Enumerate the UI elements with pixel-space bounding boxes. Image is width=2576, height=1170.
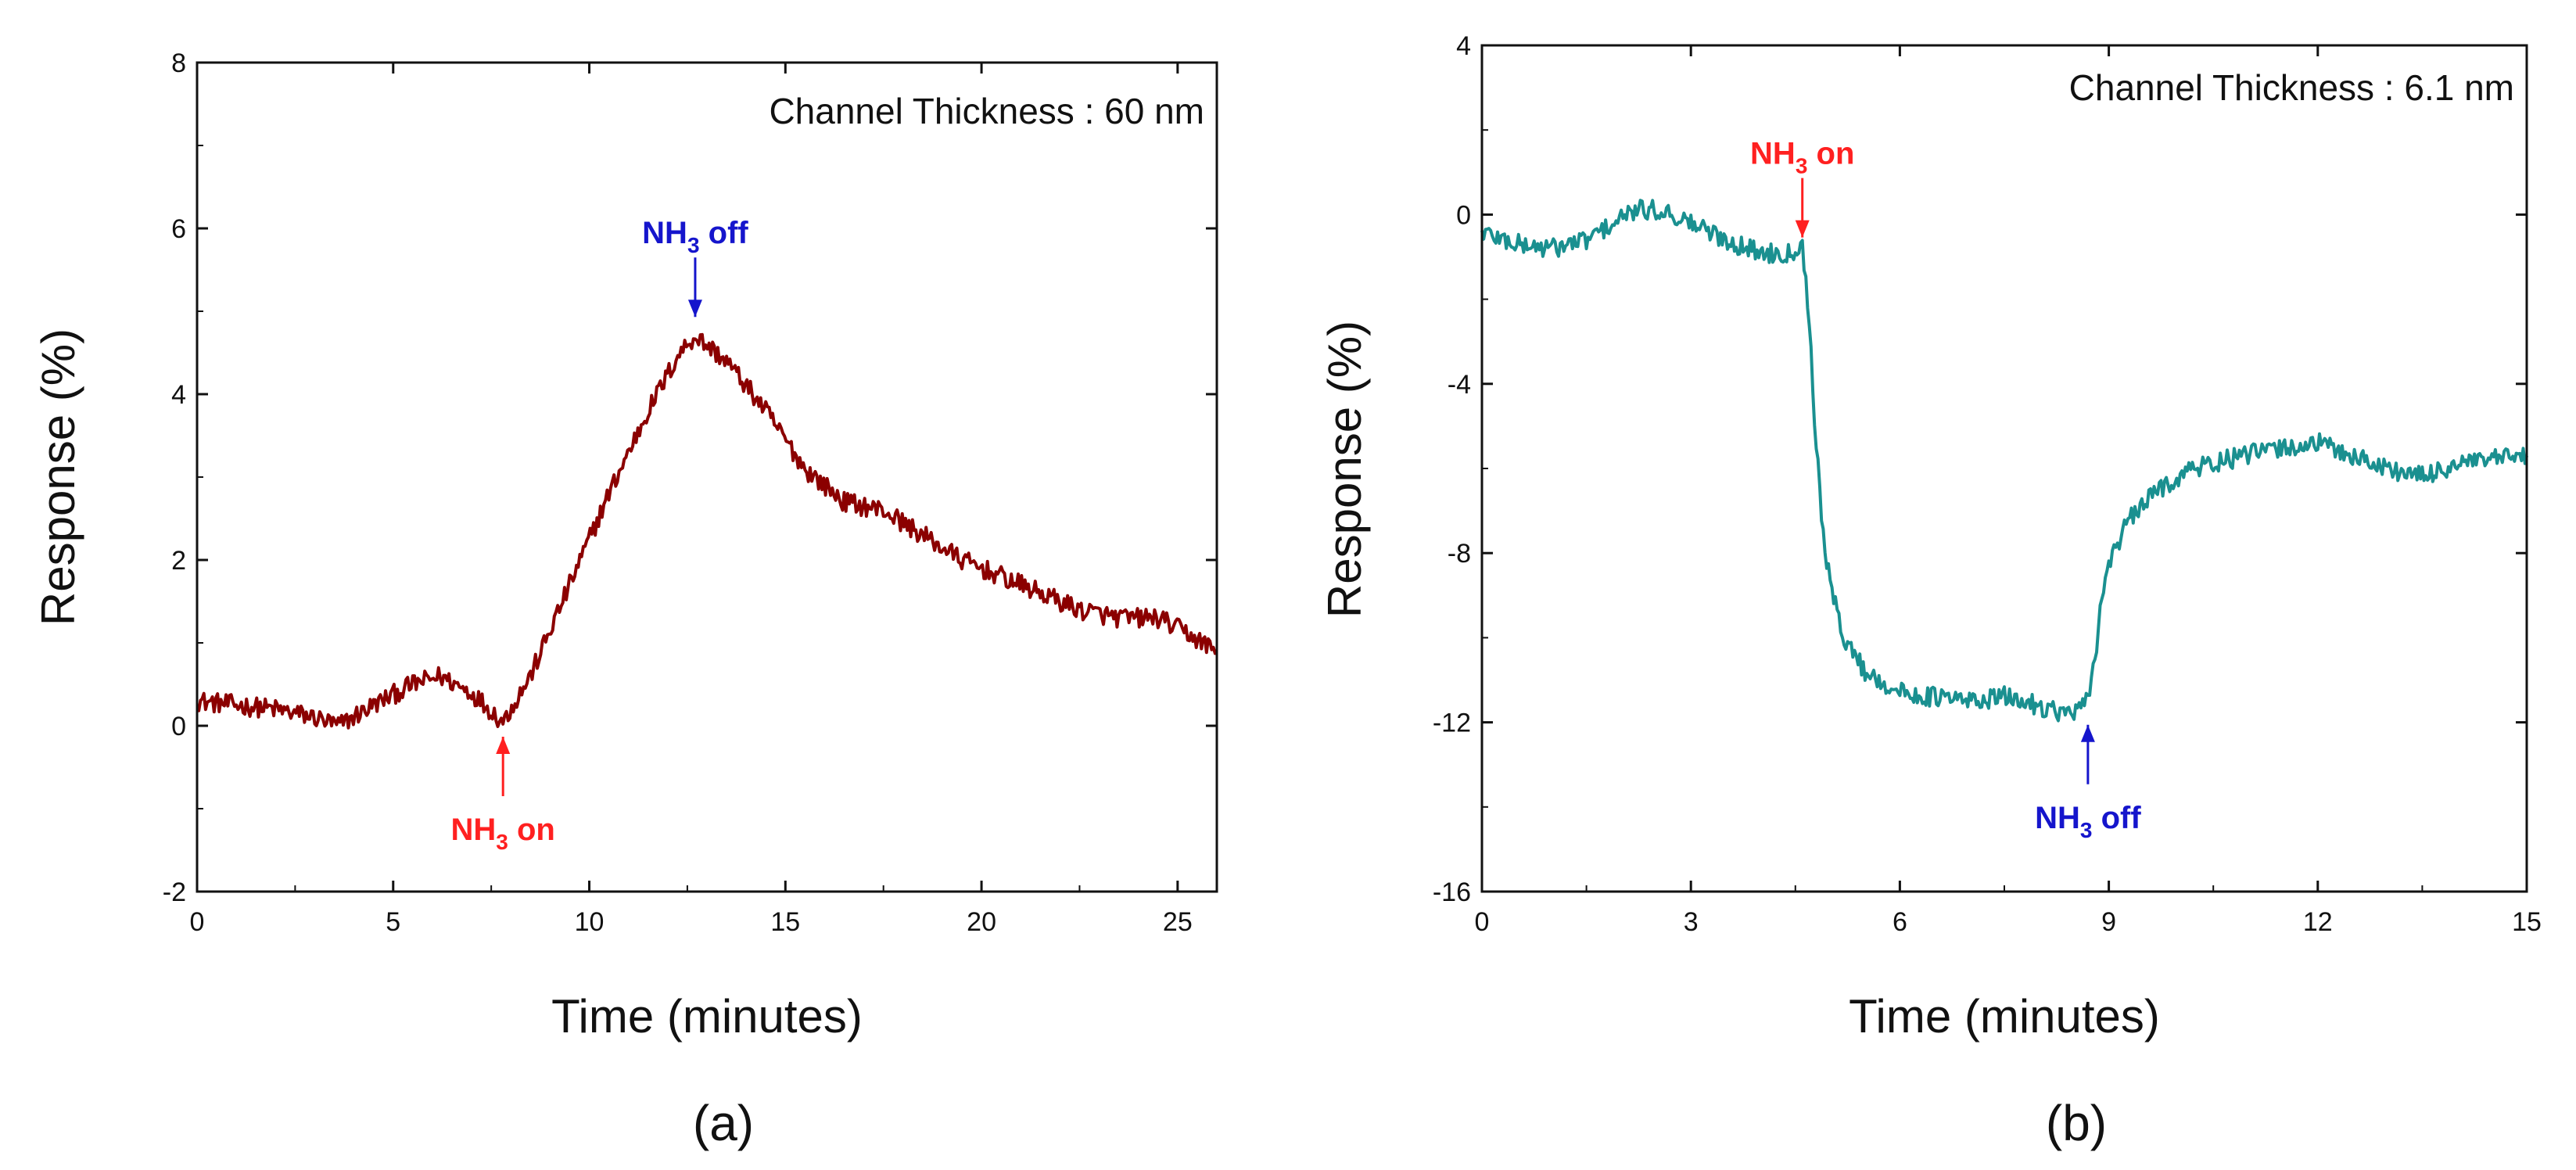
- chart-b: 0 3 6 9 12 15 -16 -12 -8 -4 0 4 Channel Thickness …: [1318, 31, 2542, 1151]
- chart-b-panel-label: (b): [2046, 1095, 2107, 1151]
- marker-label-sub: 3: [496, 830, 508, 854]
- x-tick-label: 15: [2512, 907, 2542, 937]
- marker-arrow-icon: [2080, 724, 2095, 742]
- y-tick-label: 8: [171, 48, 186, 78]
- y-tick-label: 6: [171, 214, 186, 244]
- y-tick-label: -4: [1448, 370, 1471, 400]
- marker-label: NH3 off: [642, 216, 748, 257]
- marker-label-base: NH: [2035, 801, 2080, 835]
- chart-a-x-ticks: 0 5 10 15 20 25: [190, 63, 1193, 937]
- y-tick-label: 0: [171, 712, 186, 741]
- x-tick-label: 25: [1163, 907, 1193, 937]
- chart-b-x-axis-title: Time (minutes): [1849, 990, 2160, 1043]
- marker-label-base: NH: [451, 813, 497, 847]
- x-tick-label: 0: [190, 907, 205, 937]
- x-tick-label: 0: [1475, 907, 1490, 937]
- chart-a-x-axis-title: Time (minutes): [551, 990, 863, 1043]
- x-tick-label: 6: [1893, 907, 1907, 937]
- x-tick-label: 15: [770, 907, 800, 937]
- marker-off: NH3 off: [2035, 724, 2141, 842]
- x-tick-label: 9: [2101, 907, 2116, 937]
- marker-label: NH3 on: [1750, 137, 1854, 178]
- marker-on: NH3 on: [1750, 137, 1854, 238]
- marker-arrow-icon: [496, 737, 511, 754]
- chart-a-data-line: [196, 332, 1218, 730]
- y-tick-label: -8: [1448, 539, 1471, 569]
- chart-a-annotation: Channel Thickness : 60 nm: [769, 91, 1204, 131]
- y-tick-label: 2: [171, 546, 186, 576]
- marker-label-sub: 3: [687, 233, 700, 257]
- marker-label-tail: off: [700, 216, 749, 250]
- marker-label-sub: 3: [2080, 818, 2093, 842]
- x-tick-label: 12: [2303, 907, 2333, 937]
- y-tick-label: 4: [171, 380, 186, 410]
- x-tick-label: 3: [1684, 907, 1699, 937]
- x-tick-label: 5: [386, 907, 400, 937]
- marker-off: NH3 off: [642, 216, 748, 318]
- chart-b-annotation: Channel Thickness : 6.1 nm: [2069, 67, 2514, 108]
- y-tick-label: -16: [1433, 878, 1471, 907]
- y-tick-label: -12: [1433, 709, 1471, 738]
- chart-a-y-ticks: -2 0 2 4 6 8: [163, 48, 1217, 907]
- chart-a-panel-label: (a): [693, 1095, 754, 1151]
- marker-label-base: NH: [1750, 137, 1796, 171]
- marker-arrow-icon: [1795, 220, 1810, 238]
- marker-on: NH3 on: [451, 737, 555, 854]
- y-tick-label: 4: [1456, 31, 1471, 61]
- marker-label: NH3 off: [2035, 801, 2141, 842]
- marker-label-base: NH: [642, 216, 687, 250]
- marker-label-tail: off: [2092, 801, 2141, 835]
- marker-arrow-icon: [687, 300, 702, 318]
- x-tick-label: 20: [967, 907, 996, 937]
- marker-label-tail: on: [508, 813, 555, 847]
- chart-b-data-line: [1480, 199, 2528, 723]
- chart-b-y-ticks: -16 -12 -8 -4 0 4: [1433, 31, 2527, 907]
- marker-label-sub: 3: [1796, 154, 1808, 178]
- marker-label: NH3 on: [451, 813, 555, 854]
- chart-a-y-axis-title: Response (%): [32, 328, 84, 626]
- chart-a-plot-frame: [196, 61, 1218, 893]
- chart-b-y-axis-title: Response (%): [1318, 321, 1371, 618]
- chart-b-x-ticks: 0 3 6 9 12 15: [1475, 45, 2542, 937]
- x-tick-label: 10: [575, 907, 605, 937]
- marker-label-tail: on: [1807, 137, 1854, 171]
- y-tick-label: 0: [1456, 200, 1471, 230]
- y-tick-label: -2: [163, 878, 186, 907]
